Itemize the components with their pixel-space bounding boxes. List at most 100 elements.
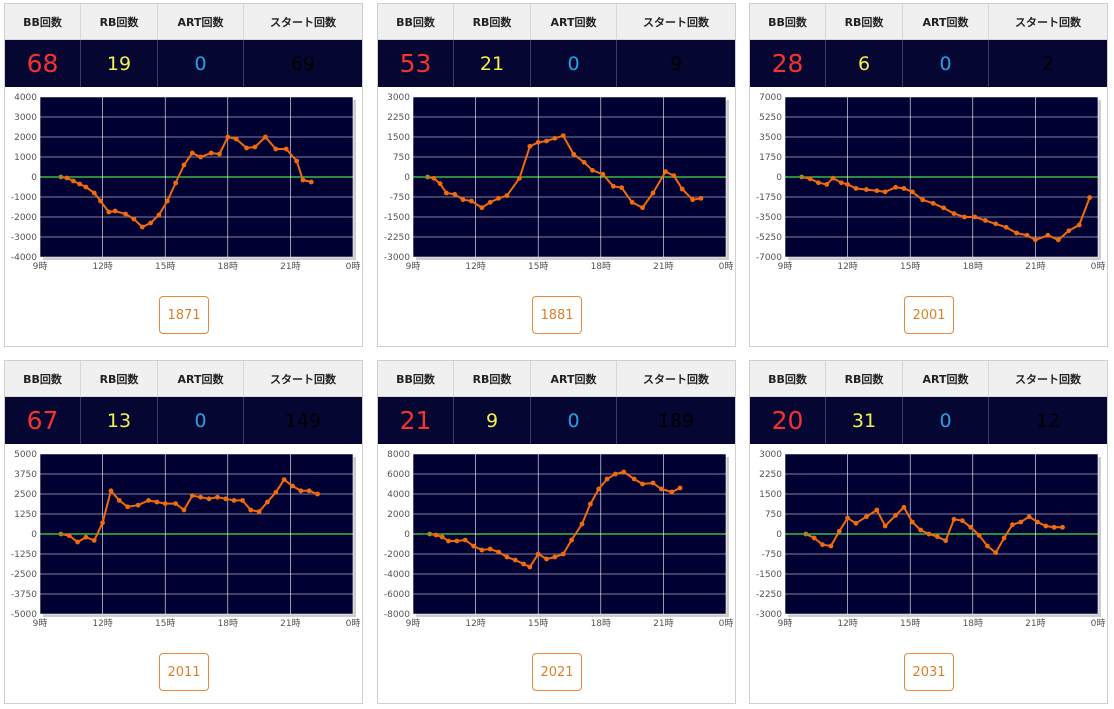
x-tick-label: 15時 [528,261,548,272]
data-point [882,189,888,195]
x-tick-label: 12時 [92,618,112,629]
x-tick-label: 21時 [280,618,300,629]
x-tick-label: 21時 [653,618,673,629]
art-count-header: ART回数 [158,361,244,396]
stats-header-row: BB回数 RB回数 ART回数 スタート回数 [378,4,735,40]
art-count-value: 0 [531,397,617,444]
art-count-header: ART回数 [531,4,617,39]
start-count-value: 9 [669,52,683,75]
data-point [581,159,587,165]
bb-count-value: 68 [5,40,81,87]
machine-number-button[interactable]: 1871 [159,296,209,334]
start-count-value: 2 [1041,52,1055,75]
data-point [425,174,431,180]
x-tick-label: 21時 [653,261,673,272]
data-point [1010,522,1015,528]
data-point [181,162,187,168]
data-point [1076,222,1082,228]
x-tick-label: 15時 [155,618,175,629]
data-point [901,504,907,510]
x-tick-label: 21時 [280,261,300,272]
machine-number-button[interactable]: 1881 [532,296,582,334]
data-point [308,179,314,185]
data-point [189,493,195,498]
data-point [77,181,83,187]
data-point [677,485,683,491]
data-point [135,502,141,508]
x-tick-label: 18時 [963,261,983,272]
x-tick-label: 9時 [778,261,793,272]
start-count-header: スタート回数 [270,15,336,29]
y-tick-label: -8000 [384,610,410,620]
machine-number-button[interactable]: 2021 [532,653,582,691]
data-point [139,224,145,230]
machine-card: BB回数 RB回数 ART回数 スタート回数 68 19 0 69 4000 3000 2000 10… [4,3,363,347]
data-point [631,476,637,482]
x-tick-label: 0時 [346,261,361,272]
data-point [217,151,222,157]
y-tick-label: -2250 [756,590,782,600]
y-tick-label: 0 [404,173,410,183]
data-point [882,523,888,529]
y-tick-label: -3750 [11,590,37,600]
machine-number-button[interactable]: 2001 [904,296,954,334]
x-tick-label: 15時 [900,261,920,272]
y-tick-label: -3500 [756,213,782,223]
data-point [106,209,112,215]
bb-count-header: BB回数 [750,361,826,396]
data-point [544,138,549,144]
x-tick-label: 21時 [1025,618,1045,629]
rb-count-value: 6 [826,40,903,87]
y-tick-label: 1500 [387,133,410,143]
data-point [596,486,602,492]
data-point [298,488,304,494]
data-point [98,198,103,204]
y-tick-label: 4000 [387,490,410,500]
y-tick-label: -2250 [384,233,410,243]
data-point [962,214,967,220]
x-tick-label: 0時 [346,618,361,629]
data-point [462,537,468,543]
data-point [496,195,501,201]
data-point [600,171,606,177]
data-point [836,528,842,534]
y-tick-label: 5250 [759,113,782,123]
data-point [552,135,558,141]
data-point [535,139,541,145]
data-point [181,507,187,513]
y-tick-label: 0 [404,530,410,540]
data-point [679,186,685,192]
x-tick-label: 0時 [1091,261,1106,272]
x-tick-label: 12時 [92,261,112,272]
y-tick-label: 6000 [387,470,410,480]
data-point [629,199,635,205]
y-tick-label: 0 [776,530,782,540]
data-point [552,554,558,560]
data-point [173,180,179,186]
data-point [909,519,915,525]
data-point [1060,524,1065,530]
y-tick-label: -750 [390,193,411,203]
data-point [512,557,518,563]
stats-value-row: 68 19 0 69 [5,40,362,87]
y-tick-label: 3000 [759,450,782,460]
machine-number-button[interactable]: 2011 [159,653,209,691]
data-point [604,476,610,482]
machine-number-button[interactable]: 2031 [904,653,954,691]
start-count-header: スタート回数 [1015,372,1081,386]
data-point [265,499,270,505]
machine-card: BB回数 RB回数 ART回数 スタート回数 67 13 0 149 5000 3750 2500 1… [4,360,363,704]
bb-count-value: 53 [378,40,454,87]
data-point [273,146,279,152]
data-point [811,535,817,541]
data-point [496,549,501,555]
x-tick-label: 0時 [719,261,734,272]
data-point [863,187,869,192]
start-count-value: 149 [284,409,322,432]
start-count-header: スタート回数 [643,372,709,386]
data-point [650,190,656,196]
